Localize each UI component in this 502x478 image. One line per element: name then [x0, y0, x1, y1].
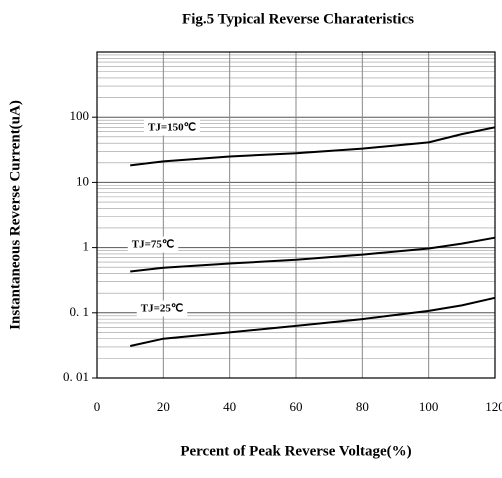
series-line [130, 126, 496, 167]
series-line [129, 296, 496, 347]
grid [92, 52, 496, 379]
y-tick-label: 1 [83, 239, 90, 254]
chart-title: Fig.5 Typical Reverse Charateristics [182, 11, 414, 27]
x-tick-label: 120 [485, 399, 502, 414]
x-tick-label: 20 [157, 399, 170, 414]
y-tick-label: 0. 1 [70, 304, 90, 319]
x-tick-label: 60 [290, 399, 303, 414]
y-tick-label: 100 [70, 108, 90, 123]
x-tick-label: 0 [94, 399, 101, 414]
series-label-bg [136, 300, 188, 317]
labels: 0. 01 0. 1 1 10 100 0 20 40 60 80 100 120 TJ=150℃ TJ=… [63, 108, 502, 414]
x-axis-label: Percent of Peak Reverse Voltage(%) [180, 443, 411, 459]
y-tick-label: 0. 01 [63, 369, 89, 384]
series-label-bg [127, 236, 179, 253]
series-label: TJ=75℃ [132, 239, 174, 251]
series-label: TJ=25℃ [141, 303, 183, 315]
series-label-bg [144, 119, 200, 136]
y-axis-label: Instantaneous Reverse Current(uA) [7, 100, 23, 330]
x-tick-label: 80 [356, 399, 369, 414]
series-label: TJ=150℃ [148, 122, 196, 134]
lines [129, 126, 496, 347]
y-tick-label: 10 [76, 173, 89, 188]
x-tick-label: 100 [419, 399, 439, 414]
x-tick-label: 40 [223, 399, 236, 414]
series-line [130, 236, 496, 273]
plot-frame [96, 51, 496, 379]
